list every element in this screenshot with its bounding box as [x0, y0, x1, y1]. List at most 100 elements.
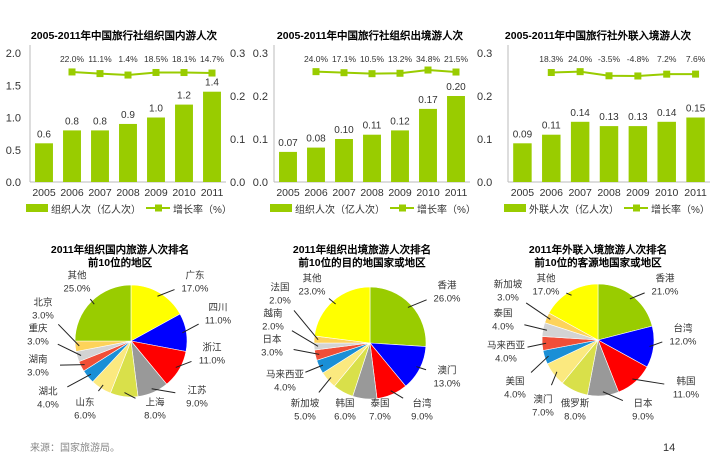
legend-bar-label: 外联人次（亿人次）	[529, 203, 619, 216]
growth-rate-marker	[209, 70, 216, 77]
growth-rate-line	[316, 70, 456, 74]
slice-percent-label: 9.0%	[411, 412, 433, 423]
x-tick-label: 2005	[511, 187, 535, 199]
bar-chart-3: 2005-2011年中国旅行社外联入境游人次20050.0920060.1118…	[504, 29, 710, 216]
slice-name-label: 法国	[270, 282, 289, 294]
growth-rate-label: 24.0%	[304, 54, 329, 64]
pie-chart-2: 2011年组织出境旅游人次排名前10位的目的地国家或地区香港26.0%澳门13.…	[261, 243, 461, 423]
growth-rate-label: 34.8%	[416, 54, 441, 64]
x-tick-label: 2010	[416, 187, 440, 199]
slice-name-label: 湖南	[28, 354, 47, 366]
slice-percent-label: 8.0%	[144, 411, 166, 422]
slice-percent-label: 9.0%	[632, 412, 654, 423]
bar-value-label: 0.08	[306, 134, 326, 145]
pie-title: 2011年组织国内旅游人次排名	[51, 243, 189, 256]
slice-name-label: 湖北	[38, 387, 58, 398]
slice-percent-label: 3.0%	[261, 348, 283, 359]
slice-name-label: 澳门	[533, 394, 552, 406]
growth-rate-marker	[369, 70, 376, 77]
y-tick-label: 1.0	[6, 113, 21, 125]
bar-2008	[363, 135, 381, 182]
growth-rate-label: 21.5%	[444, 54, 469, 64]
slice-percent-label: 3.0%	[32, 311, 54, 322]
x-tick-label: 2007	[332, 187, 356, 199]
bar-2009	[629, 126, 647, 182]
growth-rate-label: 1.4%	[118, 54, 138, 64]
legend-line-marker	[399, 205, 406, 212]
pie-title: 2011年组织出境旅游人次排名	[293, 243, 431, 256]
page-number: 14	[663, 442, 675, 454]
x-tick-label: 2009	[626, 187, 650, 199]
growth-rate-marker	[425, 67, 432, 74]
bar-2011	[203, 92, 221, 182]
slice-percent-label: 4.0%	[274, 383, 296, 394]
legend-bar-swatch	[270, 204, 292, 212]
y2-tick-label: 0.1	[230, 134, 245, 146]
bar-2005	[513, 143, 531, 182]
pie-subtitle: 前10位的客源地国家或地区	[534, 256, 662, 269]
slice-name-label: 浙江	[202, 342, 222, 354]
bar-value-label: 0.14	[570, 108, 590, 119]
slice-percent-label: 17.0%	[533, 287, 560, 298]
x-tick-label: 2009	[144, 187, 168, 199]
growth-rate-label: 17.1%	[332, 54, 357, 64]
bar-2008	[600, 126, 618, 182]
x-tick-label: 2011	[445, 187, 468, 199]
slice-percent-label: 17.0%	[182, 284, 209, 295]
slice-name-label: 韩国	[676, 376, 695, 388]
bar-value-label: 0.9	[121, 110, 135, 121]
bar-2005	[35, 143, 53, 182]
slice-name-label: 泰国	[370, 398, 389, 410]
slice-percent-label: 23.0%	[299, 287, 326, 298]
slice-percent-label: 7.0%	[369, 412, 391, 423]
slice-percent-label: 9.0%	[186, 399, 208, 410]
growth-rate-label: 11.1%	[88, 54, 112, 64]
x-tick-label: 2006	[60, 187, 84, 199]
slice-percent-label: 2.0%	[269, 296, 291, 307]
y2-tick-label: 0.3	[477, 48, 492, 60]
growth-rate-marker	[153, 69, 160, 76]
growth-rate-line	[72, 72, 212, 75]
growth-rate-label: 7.2%	[657, 54, 677, 64]
y-tick-label: 1.5	[6, 80, 21, 92]
growth-rate-label: 14.7%	[200, 54, 225, 64]
legend-line-label: 增长率（%）	[417, 203, 476, 216]
y2-tick-label: 0.0	[230, 177, 245, 189]
bar-value-label: 0.09	[513, 129, 533, 140]
slice-name-label: 香港	[437, 280, 457, 292]
slice-name-label: 广东	[185, 270, 204, 282]
growth-rate-marker	[341, 69, 348, 76]
x-tick-label: 2008	[597, 187, 621, 199]
slice-percent-label: 4.0%	[492, 322, 514, 333]
bar-value-label: 0.13	[628, 112, 648, 123]
bar-value-label: 0.8	[65, 116, 79, 127]
growth-rate-label: 13.2%	[388, 54, 413, 64]
slice-name-label: 江苏	[187, 385, 207, 397]
slice-name-label: 其他	[67, 270, 87, 282]
slice-name-label: 其他	[302, 273, 322, 285]
slice-name-label: 韩国	[335, 398, 354, 410]
y2-tick-label: 0.2	[230, 91, 245, 103]
x-tick-label: 2011	[201, 187, 224, 199]
leader-line	[319, 377, 331, 392]
pie-slice-香港	[370, 287, 426, 347]
source-note: 来源：国家旅游局。	[30, 441, 120, 454]
x-tick-label: 2006	[304, 187, 328, 199]
slice-percent-label: 26.0%	[434, 294, 461, 305]
y-tick-label: 0.5	[6, 145, 21, 157]
growth-rate-marker	[663, 71, 670, 78]
bar-2011	[686, 118, 704, 183]
bar-chart-2: 2005-2011年中国旅行社组织出境游人次0.00.10.20.30.00.1…	[253, 29, 493, 216]
bar-value-label: 0.17	[418, 95, 438, 106]
bar-value-label: 0.11	[542, 121, 561, 132]
slice-percent-label: 12.0%	[670, 337, 697, 348]
bar-value-label: 1.2	[177, 91, 191, 102]
slice-name-label: 日本	[262, 334, 282, 346]
x-tick-label: 2008	[360, 187, 384, 199]
bar-value-label: 0.07	[278, 138, 298, 149]
growth-rate-label: 22.0%	[60, 54, 85, 64]
slice-name-label: 香港	[655, 273, 675, 285]
y-tick-label: 2.0	[6, 48, 21, 60]
slice-percent-label: 5.0%	[294, 412, 316, 423]
